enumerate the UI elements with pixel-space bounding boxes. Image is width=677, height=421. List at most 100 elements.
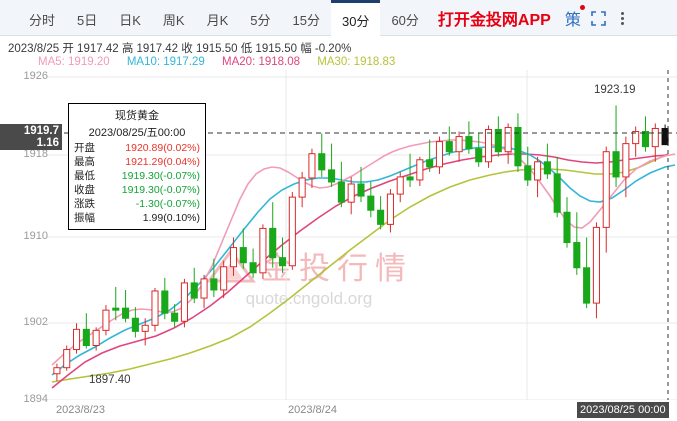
- candle-body: [259, 227, 267, 274]
- candlestick-plot: [46, 70, 677, 400]
- candle-body: [484, 128, 493, 163]
- candle-body: [386, 193, 394, 225]
- candle-body: [632, 131, 640, 145]
- cursor-price-tag: 1919.7 1.16: [0, 124, 62, 150]
- candle-body: [141, 324, 149, 332]
- tooltip-key-high: 最高: [74, 156, 95, 168]
- candle-body: [72, 328, 81, 351]
- toolbar-right-pad: [635, 0, 641, 35]
- tooltip-value-open: 1920.89(0.02%): [125, 142, 200, 154]
- low-marker-label: 1897.40: [89, 374, 131, 386]
- candle-body: [573, 242, 581, 269]
- ma30-legend: MA30: 1918.83: [317, 56, 396, 68]
- candle-body: [318, 153, 326, 171]
- tooltip-row-amplitude: 振幅 1.99(0.10%): [74, 211, 200, 225]
- ma5-legend: MA5: 1919.20: [38, 56, 110, 68]
- tab-daily-k[interactable]: 日K: [119, 13, 141, 28]
- tab-60min[interactable]: 60分: [391, 13, 419, 28]
- candle-body: [543, 161, 551, 175]
- candle-body: [553, 173, 561, 213]
- x-tick-0824: 2023/8/24: [288, 404, 337, 416]
- cursor-time-tag: 2023/08/25 00:00: [577, 402, 669, 418]
- x-tick-0823: 2023/8/23: [56, 404, 105, 416]
- candle-body: [63, 349, 71, 369]
- tooltip-title: 现货黄金: [115, 110, 159, 122]
- candle-body: [524, 165, 532, 181]
- ma10-legend: MA10: 1917.29: [126, 56, 205, 68]
- tooltip-row-open: 开盘 1920.89(0.02%): [74, 141, 200, 155]
- tab-5min[interactable]: 5分: [250, 13, 271, 28]
- candle-body: [602, 151, 610, 228]
- candle-body: [651, 127, 659, 148]
- candle-body: [396, 176, 404, 195]
- candle-body: [53, 367, 61, 375]
- candle-body: [269, 227, 277, 259]
- ma20-legend: MA20: 1918.08: [222, 56, 301, 68]
- cursor-price-main: 1919.7: [23, 125, 59, 137]
- candle-body: [641, 131, 650, 148]
- candle-body: [534, 161, 542, 181]
- notification-dot-icon: [579, 5, 585, 10]
- tab-monthly-k[interactable]: 月K: [206, 13, 229, 28]
- candle-body: [367, 195, 375, 211]
- more-vertical-icon[interactable]: [611, 0, 635, 36]
- ohlc-info-line: 2023/8/25 开 1917.42 高 1917.42 收 1915.50 …: [8, 43, 352, 55]
- price-chart[interactable]: [0, 70, 677, 400]
- candle-body: [377, 209, 385, 225]
- candle-body: [475, 148, 483, 163]
- tab-weekly-k[interactable]: 周K: [162, 13, 185, 28]
- tab-fenshi[interactable]: 分时: [29, 13, 56, 28]
- candle-body: [328, 169, 336, 183]
- candle-body: [504, 126, 512, 153]
- open-app-link[interactable]: 打开金投网APP: [437, 11, 551, 29]
- y-tick-1918: 1918: [23, 148, 48, 160]
- candle-body: [229, 247, 238, 268]
- candle-body: [190, 282, 198, 299]
- tooltip-row-change: 涨跌 -1.30(-0.07%): [74, 197, 200, 211]
- tab-30min[interactable]: 30分: [330, 0, 381, 37]
- y-tick-1926: 1926: [23, 70, 48, 82]
- candle-body: [308, 153, 316, 179]
- candle-body: [122, 307, 130, 319]
- candle-body: [622, 143, 630, 178]
- candle-body: [357, 183, 365, 197]
- candle-body: [435, 141, 444, 168]
- y-tick-1910: 1910: [23, 230, 48, 242]
- ma20-line: [51, 153, 669, 389]
- candle-body: [200, 278, 208, 299]
- y-tick-1902: 1902: [23, 316, 48, 328]
- candle-body: [171, 312, 179, 322]
- more-dots: [621, 11, 625, 25]
- tooltip-key-low: 最低: [74, 170, 95, 182]
- tooltip-row-low: 最低 1919.30(-0.07%): [74, 169, 200, 183]
- candle-body: [298, 177, 306, 198]
- tooltip-date: 2023/08/25/五00:00: [88, 127, 186, 139]
- candle-body: [426, 159, 434, 168]
- toolbar-left-pad: [0, 0, 18, 35]
- candle-body: [131, 317, 139, 332]
- tooltip-value-close: 1919.30(-0.07%): [121, 184, 200, 196]
- tooltip-value-low: 1919.30(-0.07%): [121, 170, 200, 182]
- y-tick-1894: 1894: [23, 393, 48, 405]
- candle-body: [220, 266, 228, 291]
- candle-body: [416, 159, 424, 181]
- candle-body: [112, 307, 120, 311]
- tooltip-value-amplitude: 1.99(0.10%): [142, 212, 200, 224]
- fullscreen-icon[interactable]: [587, 0, 611, 36]
- ma-legend: MA5: 1919.20 MA10: 1917.29 MA20: 1918.08…: [38, 56, 409, 68]
- candle-body: [288, 196, 296, 267]
- candle-body: [210, 278, 218, 291]
- tooltip-value-high: 1921.29(0.04%): [125, 156, 200, 168]
- candle-body: [278, 257, 287, 267]
- candle-body: [563, 211, 571, 244]
- candle-body: [514, 126, 522, 167]
- candle-body: [445, 141, 453, 153]
- candle-body: [102, 309, 110, 331]
- tab-15min[interactable]: 15分: [292, 13, 320, 28]
- candle-body: [592, 226, 600, 304]
- tooltip-key-close: 收盘: [74, 184, 95, 196]
- strategy-button[interactable]: 策: [559, 0, 587, 35]
- tooltip-value-change: -1.30(-0.07%): [135, 198, 200, 210]
- tab-5day[interactable]: 5日: [77, 13, 98, 28]
